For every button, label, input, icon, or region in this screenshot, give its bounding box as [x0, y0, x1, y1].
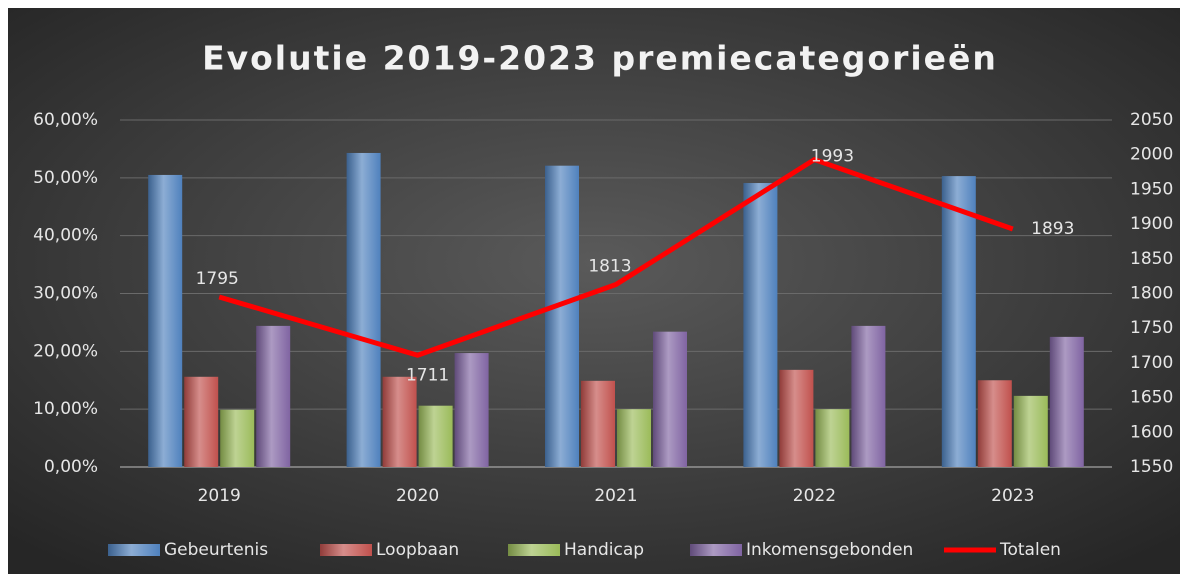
y2-tick-label: 1550 [1130, 457, 1173, 477]
x-tick-label: 2023 [991, 486, 1034, 506]
data-label: 1813 [588, 256, 631, 276]
bar [454, 353, 489, 467]
legend-swatch [108, 544, 160, 556]
y2-tick-label: 2050 [1130, 110, 1173, 130]
bar [581, 380, 615, 467]
bar [148, 174, 183, 468]
data-label: 1711 [406, 365, 449, 385]
bar [815, 409, 850, 467]
bar [418, 405, 453, 467]
y-tick-label: 0,00% [44, 457, 98, 477]
y2-tick-label: 1900 [1130, 214, 1173, 234]
x-tick-label: 2021 [594, 486, 637, 506]
y-tick-label: 60,00% [33, 110, 98, 130]
bar [941, 176, 976, 467]
x-tick-label: 2022 [793, 486, 836, 506]
bar [545, 165, 579, 467]
legend-label: Handicap [564, 540, 644, 560]
x-tick-label: 2020 [396, 486, 439, 506]
data-label: 1993 [811, 147, 854, 167]
bar [851, 325, 886, 467]
y-tick-label: 50,00% [33, 168, 98, 188]
y2-tick-label: 1750 [1130, 318, 1173, 338]
bar [1049, 336, 1084, 467]
line [218, 157, 1014, 358]
legend-label: Gebeurtenis [164, 540, 268, 560]
bar [977, 380, 1012, 467]
y-tick-label: 10,00% [33, 399, 98, 419]
y2-tick-label: 1700 [1130, 353, 1173, 373]
y-tick-label: 40,00% [33, 226, 98, 246]
bar [256, 325, 291, 467]
bar [184, 376, 219, 467]
y2-tick-label: 1950 [1130, 179, 1173, 199]
x-tick-label: 2019 [198, 486, 241, 506]
bar [1013, 395, 1048, 467]
legend-swatch [320, 544, 372, 556]
y2-tick-label: 1650 [1130, 388, 1173, 408]
bar [220, 409, 255, 467]
y2-tick-label: 1600 [1130, 422, 1173, 442]
y2-tick-label: 1800 [1130, 284, 1173, 304]
bar [382, 376, 417, 467]
bar [653, 331, 687, 467]
y-tick-label: 30,00% [33, 284, 98, 304]
chart-title: Evolutie 2019-2023 premiecategorieën [202, 39, 998, 78]
legend-label: Loopbaan [376, 540, 459, 560]
legend-swatch [508, 544, 560, 556]
bar [617, 409, 651, 467]
data-label: 1893 [1031, 219, 1074, 239]
legend-label: Totalen [999, 540, 1061, 560]
bar [743, 183, 778, 467]
y2-tick-label: 1850 [1130, 249, 1173, 269]
y-tick-label: 20,00% [33, 341, 98, 361]
data-label: 1795 [196, 269, 239, 289]
y2-tick-label: 2000 [1130, 145, 1173, 165]
legend-label: Inkomensgebonden [746, 540, 913, 560]
legend-swatch [690, 544, 742, 556]
bar [346, 152, 381, 467]
bar [779, 369, 814, 467]
